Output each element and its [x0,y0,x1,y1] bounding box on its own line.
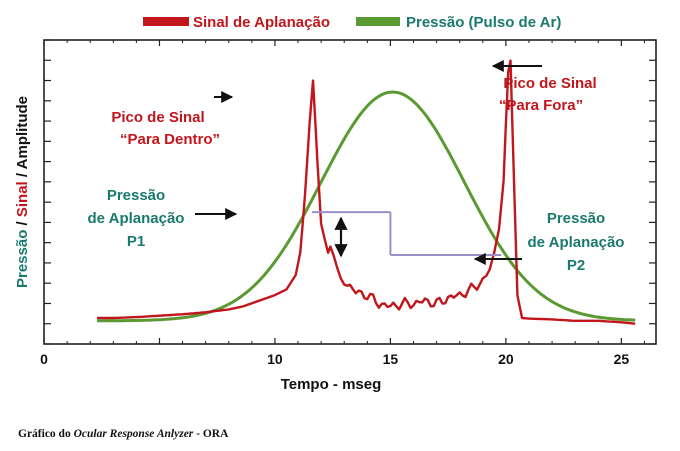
y-label-amplitude: / Amplitude [14,96,31,181]
annotation-pico-fora: Pico de Sinal “Para Fora” [499,75,597,114]
caption-suffix: - ORA [193,428,229,440]
annotation-pico-dentro-line2: “Para Dentro” [120,131,220,148]
annotation-pico-fora-line2: “Para Fora” [499,97,583,114]
x-tick-label: 15 [383,351,399,367]
caption-prefix: Gráfico do [18,428,74,440]
annotation-p1-line2: de Aplanação [88,210,185,227]
annotation-p2-line3: P2 [567,257,585,274]
legend: Sinal de Aplanação Pressão (Pulso de Ar) [143,14,561,31]
annotation-aplanacao-p1: Pressão de Aplanação P1 [88,187,185,250]
y-axis-label: Pressão / Sinal / Amplitude [14,96,31,288]
legend-label-sinal: Sinal de Aplanação [193,14,330,31]
x-tick-label: 20 [498,351,514,367]
annotation-pico-dentro-line1: Pico de Sinal [111,109,204,126]
annotation-pico-dentro: Pico de Sinal “Para Dentro” [111,109,220,148]
axis-ticks [43,39,656,345]
x-tick-label: 25 [614,351,630,367]
y-label-pressao: Pressão [14,230,31,288]
x-axis-label: Tempo - mseg [281,376,382,393]
annotation-p2-line1: Pressão [547,210,605,227]
figure-caption: Gráfico do Ocular Response Anlyzer - ORA [18,428,228,440]
legend-label-pressao: Pressão (Pulso de Ar) [406,14,561,31]
series-line-sinal [97,59,636,325]
series-line-pressao [97,90,636,323]
chart: Sinal de Aplanação Pressão (Pulso de Ar)… [14,14,657,393]
caption-italic: Ocular Response Anlyzer [73,428,194,440]
y-label-sep1: / [14,217,31,230]
x-tick-label: 10 [267,351,283,367]
legend-swatch-pressao [356,17,400,26]
annotation-aplanacao-p2: Pressão de Aplanação P2 [528,210,625,274]
annotation-p1-line3: P1 [127,233,145,250]
annotation-p2-line2: de Aplanação [528,234,625,251]
plot-frame [43,39,657,345]
legend-swatch-sinal [143,17,189,26]
y-label-sinal: Sinal [14,181,31,217]
x-tick-label: 0 [40,351,48,367]
x-tick-labels: 0 10 15 20 25 [40,351,629,367]
annotation-pico-fora-line1: Pico de Sinal [503,75,596,92]
annotation-p1-line1: Pressão [107,187,165,204]
